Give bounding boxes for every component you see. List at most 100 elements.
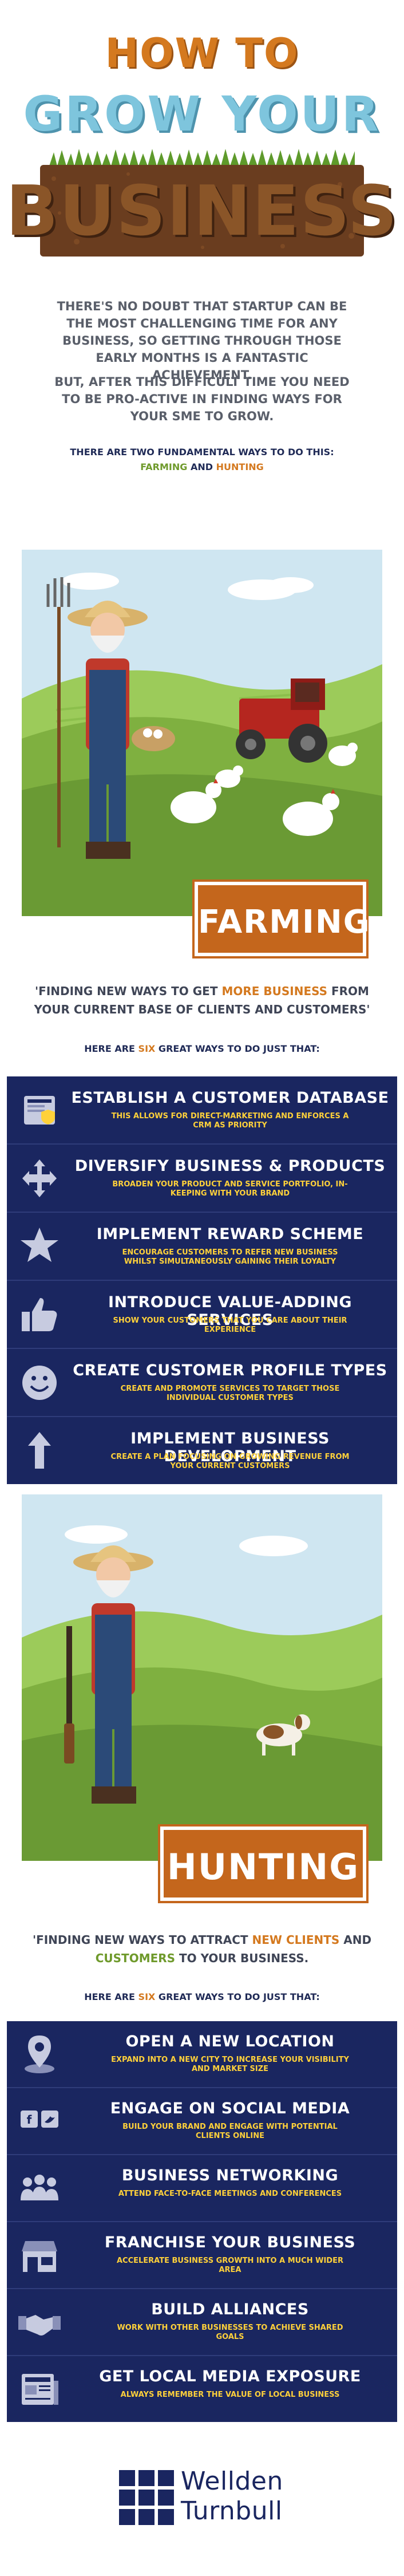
- farming-sub-end: great ways to do just that:: [155, 1043, 320, 1054]
- hunting-quote-start: 'Finding new ways to attract: [32, 1933, 252, 1947]
- arrows-icon: [16, 1155, 63, 1202]
- list-item: Business networking Attend face-to-face …: [7, 2155, 397, 2222]
- item-title: Franchise your business: [104, 2234, 356, 2251]
- item-title: Create customer profile types: [73, 1362, 387, 1379]
- item-title: Get local media exposure: [99, 2368, 361, 2385]
- hunting-sub-start: Here are: [84, 1991, 138, 2002]
- item-description: Broaden your product and service portfol…: [112, 1180, 348, 1198]
- map-pin-icon: [16, 2031, 63, 2078]
- farmer-figure: [46, 577, 175, 859]
- item-title: Implement reward scheme: [96, 1225, 364, 1243]
- title-how-to: HOW TO: [105, 30, 299, 77]
- hunting-quote-highlight-1: new clients: [252, 1933, 340, 1947]
- database-icon: [16, 1087, 63, 1134]
- hunting-quote-highlight-2: customers: [95, 1951, 176, 1965]
- newspaper-icon: [16, 2366, 63, 2413]
- item-description: Build your brand and engage with potenti…: [122, 2123, 338, 2140]
- wellden-turnbull-logo: Wellden Turnbull: [119, 2467, 285, 2530]
- hunting-quote-end: to your business.: [175, 1951, 309, 1965]
- hunter-figure: [64, 1545, 153, 1804]
- svg-text:f: f: [27, 2113, 32, 2127]
- item-description: Create and promote services to target th…: [120, 1384, 340, 1402]
- list-item: f Engage on social media Build your bran…: [7, 2088, 397, 2155]
- intro-paragraph-2: But, after this difficult time you need …: [54, 375, 350, 423]
- two-ways-heading: There are two fundamental ways to do thi…: [70, 447, 334, 457]
- farming-subheading: Here are six great ways to do just that:: [0, 1043, 404, 1054]
- people-icon: [16, 2165, 63, 2212]
- list-item: Establish a customer database This allow…: [7, 1076, 397, 1145]
- farming-sub-number: six: [138, 1043, 156, 1054]
- dog-figure: [256, 1714, 310, 1756]
- logo-wordmark-line2: Turnbull: [181, 2496, 283, 2526]
- star-icon: [16, 1223, 63, 1270]
- hunting-sub-number: six: [138, 1991, 156, 2002]
- hunting-banner: HUNTING: [160, 1827, 366, 1901]
- title-business: BUSINESS: [6, 172, 398, 251]
- item-title: Implement business development: [130, 1430, 330, 1465]
- two-ways-options: Farming and Hunting: [0, 461, 404, 472]
- hunting-banner-label: HUNTING: [167, 1846, 360, 1888]
- grass-decoration: [49, 149, 355, 166]
- farming-list: Establish a customer database This allow…: [7, 1076, 397, 1484]
- tractor-icon: [236, 678, 327, 763]
- list-item: Implement business development Create a …: [7, 1417, 397, 1484]
- item-description: Expand into a new city to increase your …: [111, 2056, 349, 2073]
- list-item: Diversify business & products Broaden yo…: [7, 1145, 397, 1213]
- item-description: Encourage customers to refer new busines…: [122, 1248, 338, 1266]
- chickens: [171, 743, 358, 836]
- shop-icon: [16, 2232, 63, 2279]
- intro-paragraph-1: There's no doubt that startup can be the…: [57, 299, 347, 382]
- item-description: Accelerate business growth into a much w…: [116, 2257, 343, 2274]
- logo-grid-icon: [119, 2470, 174, 2525]
- item-title: Open a new location: [125, 2033, 335, 2050]
- list-item: Introduce value-adding services Show you…: [7, 1281, 397, 1349]
- farming-word: Farming: [140, 461, 188, 472]
- farming-quote-highlight: more business: [221, 984, 328, 998]
- item-description: Attend face-to-face meetings and confere…: [118, 2190, 342, 2198]
- item-title: Business networking: [121, 2167, 339, 2184]
- item-description: Work with other businesses to achieve sh…: [117, 2323, 343, 2341]
- item-title: Build alliances: [151, 2301, 309, 2318]
- list-item: Build alliances Work with other business…: [7, 2289, 397, 2356]
- thumbs-up-icon: [16, 1291, 63, 1338]
- hunting-subheading: Here are six great ways to do just that:: [0, 1991, 404, 2002]
- item-description: Show your customers that you care about …: [113, 1316, 347, 1334]
- smiley-icon: [16, 1359, 63, 1406]
- item-title: Introduce value-adding services: [108, 1293, 352, 1329]
- item-description: Always remember the value of local busin…: [120, 2390, 340, 2399]
- title-grow-your: GROW YOUR: [23, 86, 381, 142]
- farming-banner-label: FARMING: [198, 904, 371, 941]
- farm-scene-art: [22, 550, 382, 916]
- list-item: Create customer profile types Create and…: [7, 1349, 397, 1417]
- and-word: and: [190, 461, 213, 472]
- hunt-scene-art: [22, 1494, 382, 1861]
- hunting-list: Open a new location Expand into a new ci…: [7, 2021, 397, 2422]
- farming-sub-start: Here are: [84, 1043, 138, 1054]
- social-media-icon: f: [16, 2098, 63, 2145]
- item-description: This allows for direct-marketing and enf…: [111, 1112, 349, 1130]
- list-item: Get local media exposure Always remember…: [7, 2356, 397, 2422]
- logo-wordmark-line1: Wellden: [181, 2467, 283, 2496]
- hunting-illustration: [22, 1494, 382, 1861]
- farming-quote: 'Finding new ways to get more business f…: [23, 982, 381, 1019]
- up-arrow-icon: [16, 1427, 63, 1474]
- list-item: Implement reward scheme Encourage custom…: [7, 1213, 397, 1281]
- item-title: Diversify business & products: [74, 1157, 386, 1175]
- soil-block: [40, 165, 364, 257]
- item-description: Create a plan focusing on growing revenu…: [110, 1453, 350, 1470]
- farming-illustration: [22, 550, 382, 916]
- farming-quote-end: from your current base of clients and cu…: [34, 984, 370, 1016]
- item-title: Engage on social media: [110, 2100, 350, 2117]
- handshake-icon: [16, 2299, 63, 2346]
- hunting-word: Hunting: [216, 461, 264, 472]
- hunting-quote: 'Finding new ways to attract new clients…: [23, 1931, 381, 1967]
- hunting-quote-mid: and: [339, 1933, 372, 1947]
- soil-texture: [52, 172, 354, 249]
- farming-banner: FARMING: [195, 882, 370, 956]
- item-title: Establish a customer database: [71, 1089, 389, 1107]
- hunting-sub-end: great ways to do just that:: [155, 1991, 320, 2002]
- list-item: Franchise your business Accelerate busin…: [7, 2222, 397, 2289]
- farming-quote-start: 'Finding new ways to get: [35, 984, 222, 998]
- list-item: Open a new location Expand into a new ci…: [7, 2021, 397, 2088]
